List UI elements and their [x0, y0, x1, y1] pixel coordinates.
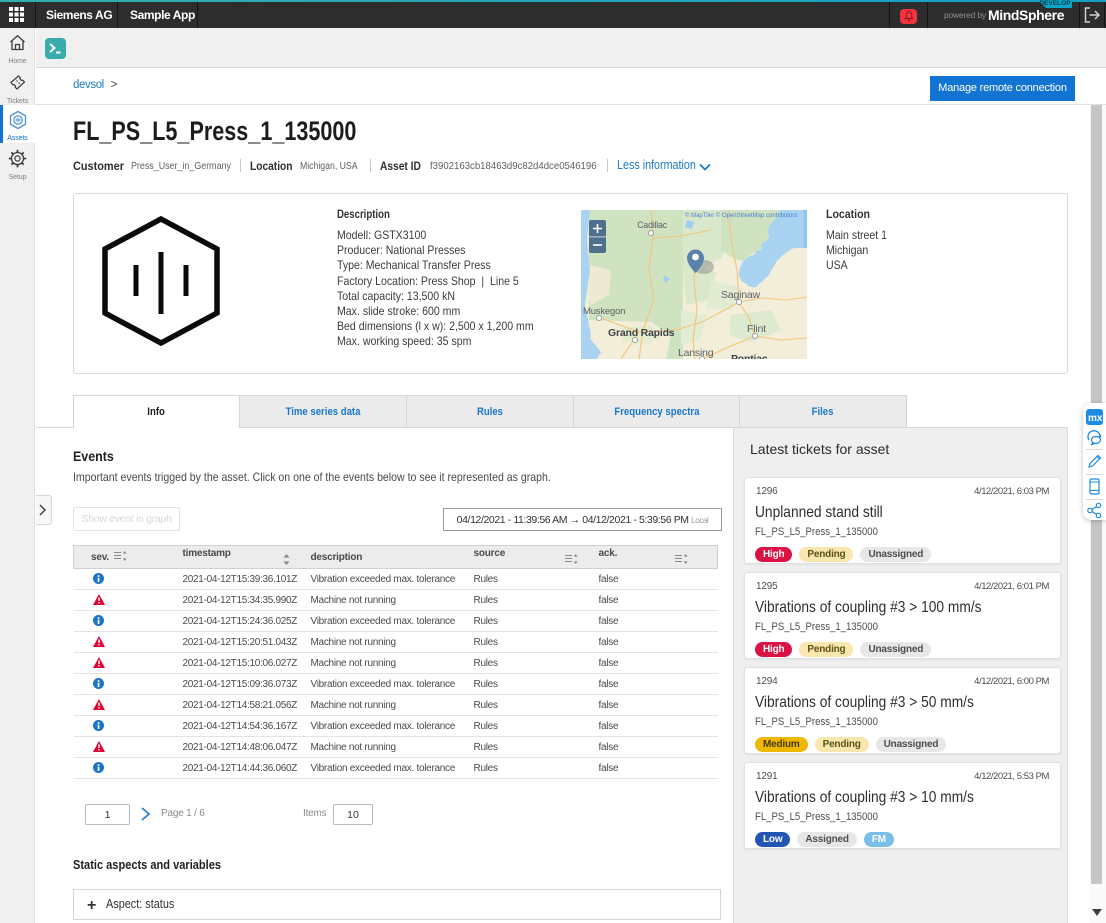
svg-text:© MapTiler © OpenStreetMap con: © MapTiler © OpenStreetMap contributors — [685, 212, 797, 219]
svg-text:mx: mx — [1088, 413, 1103, 424]
svg-text:Muskegon: Muskegon — [583, 306, 625, 317]
svg-text:Grand Rapids: Grand Rapids — [608, 327, 675, 339]
svg-text:Lansing: Lansing — [678, 347, 714, 359]
svg-text:Flint: Flint — [747, 323, 766, 335]
svg-text:Pontiac: Pontiac — [731, 353, 768, 359]
svg-text:Cadillac: Cadillac — [637, 220, 667, 230]
svg-text:Saginaw: Saginaw — [721, 289, 760, 301]
